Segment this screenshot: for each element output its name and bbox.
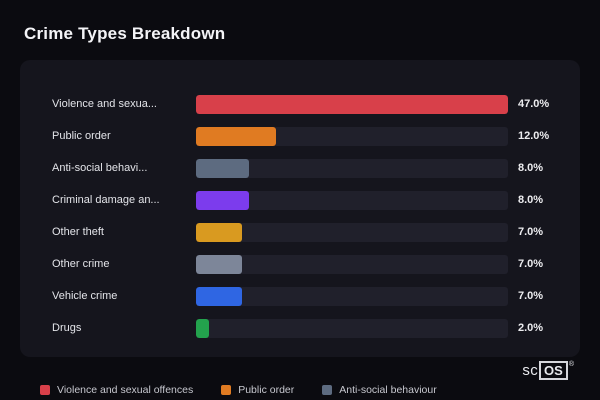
- legend-label: Public order: [238, 384, 295, 396]
- bar-fill[interactable]: [196, 254, 243, 274]
- value-label: 7.0%: [518, 226, 544, 238]
- bar-track: [196, 94, 508, 114]
- category-label: Public order: [52, 130, 111, 142]
- legend-item[interactable]: Public order: [221, 384, 294, 396]
- bar-fill[interactable]: [196, 222, 243, 242]
- bar-fill[interactable]: [196, 286, 243, 306]
- value-label: 47.0%: [518, 98, 550, 110]
- legend-swatch: [40, 385, 50, 395]
- value-label: 8.0%: [518, 162, 544, 174]
- chart-row: Other theft 7.0%: [20, 216, 580, 248]
- page-title: Crime Types Breakdown: [24, 24, 226, 43]
- value-label: 7.0%: [518, 258, 544, 270]
- value-label: 7.0%: [518, 290, 544, 302]
- legend-item[interactable]: Anti-social behaviour: [322, 384, 437, 396]
- value-label: 2.0%: [518, 322, 544, 334]
- chart-row: Drugs 2.0%: [20, 312, 580, 344]
- scos-logo: sc OS ®: [522, 361, 574, 380]
- bar-track: [196, 158, 508, 178]
- category-label: Other crime: [52, 258, 110, 270]
- value-label: 12.0%: [518, 130, 550, 142]
- legend-swatch: [322, 385, 333, 395]
- chart-row: Other crime 7.0%: [20, 248, 580, 280]
- bar-fill[interactable]: [196, 158, 250, 178]
- chart-row: Vehicle crime 7.0%: [20, 280, 580, 312]
- category-label: Other theft: [52, 226, 104, 238]
- legend-label: Anti-social behaviour: [339, 384, 437, 396]
- scos-logo-prefix: sc: [522, 362, 539, 379]
- chart-row: Public order 12.0%: [20, 120, 580, 152]
- bar-track: [196, 254, 508, 274]
- chart-row: Criminal damage an... 8.0%: [20, 184, 580, 216]
- bar-fill[interactable]: [196, 318, 210, 338]
- category-label: Vehicle crime: [52, 290, 118, 302]
- bar-track: [196, 190, 508, 210]
- legend-item[interactable]: Violence and sexual offences: [40, 384, 193, 396]
- scos-logo-box: OS: [539, 361, 568, 380]
- bar-track: [196, 286, 508, 306]
- category-label: Drugs: [52, 322, 82, 334]
- chart-legend: Violence and sexual offences Public orde…: [40, 381, 437, 399]
- bar-fill[interactable]: [196, 94, 508, 114]
- bar-fill[interactable]: [196, 190, 250, 210]
- legend-swatch: [221, 385, 232, 395]
- bar-track: [196, 318, 508, 338]
- category-label: Anti-social behavi...: [52, 162, 148, 174]
- category-label: Violence and sexua...: [52, 98, 157, 110]
- chart-card: Violence and sexua... 47.0% Public order…: [20, 60, 580, 357]
- category-label: Criminal damage an...: [52, 194, 160, 206]
- bar-track: [196, 126, 508, 146]
- legend-label: Violence and sexual offences: [57, 384, 194, 396]
- bar-track: [196, 222, 508, 242]
- bar-chart: Violence and sexua... 47.0% Public order…: [20, 88, 580, 344]
- chart-row: Anti-social behavi... 8.0%: [20, 152, 580, 184]
- registered-mark-icon: ®: [568, 361, 574, 368]
- bar-fill[interactable]: [196, 126, 276, 146]
- chart-row: Violence and sexua... 47.0%: [20, 88, 580, 120]
- value-label: 8.0%: [518, 194, 544, 206]
